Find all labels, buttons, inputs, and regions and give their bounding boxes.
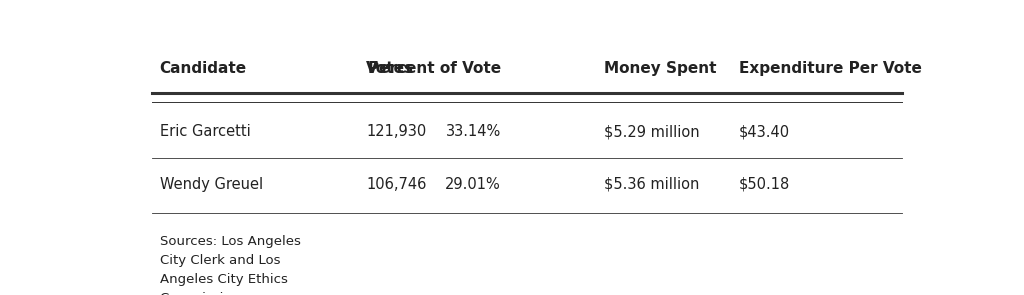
Text: $5.29 million: $5.29 million [604, 124, 699, 140]
Text: $43.40: $43.40 [739, 124, 791, 140]
Text: Expenditure Per Vote: Expenditure Per Vote [739, 61, 922, 76]
Text: Eric Garcetti: Eric Garcetti [160, 124, 251, 140]
Text: Candidate: Candidate [160, 61, 247, 76]
Text: 121,930: 121,930 [367, 124, 426, 140]
Text: Percent of Vote: Percent of Vote [368, 61, 501, 76]
Text: $50.18: $50.18 [739, 177, 791, 192]
Text: $5.36 million: $5.36 million [604, 177, 699, 192]
Text: 106,746: 106,746 [367, 177, 426, 192]
Text: 29.01%: 29.01% [445, 177, 501, 192]
Text: 33.14%: 33.14% [445, 124, 501, 140]
Text: Sources: Los Angeles
City Clerk and Los
Angeles City Ethics
Commission: Sources: Los Angeles City Clerk and Los … [160, 235, 301, 295]
Text: Money Spent: Money Spent [604, 61, 717, 76]
Text: Votes: Votes [367, 61, 414, 76]
Text: Wendy Greuel: Wendy Greuel [160, 177, 263, 192]
